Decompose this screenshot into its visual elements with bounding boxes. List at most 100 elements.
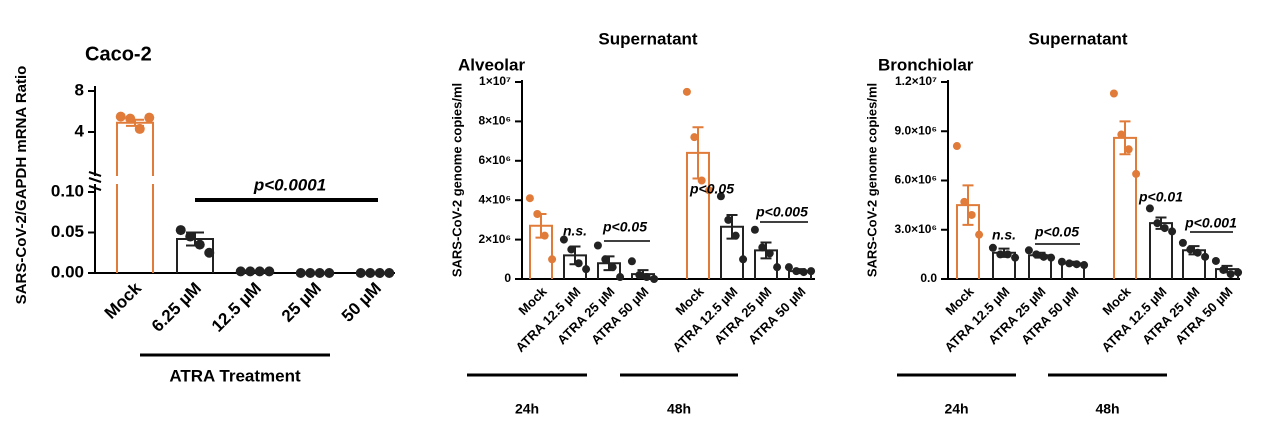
data-point (739, 255, 748, 264)
data-point (574, 259, 583, 268)
data-point (601, 255, 610, 264)
data-point (975, 230, 984, 239)
data-point (567, 245, 576, 254)
data-point (593, 241, 602, 250)
y-tick-label: 1×10⁷ (479, 74, 511, 88)
y-tick-label: 2×10⁶ (478, 232, 511, 246)
data-point (616, 273, 625, 282)
y-tick-label: 1.2×10⁷ (895, 74, 937, 88)
y-tick-label: 9.0×10⁶ (894, 123, 937, 137)
data-point (635, 271, 644, 280)
data-point (1032, 250, 1041, 259)
x-tick-label: 6.25 µM (148, 279, 205, 336)
x-tick-label: 12.5 µM (208, 279, 265, 336)
error-bar (962, 184, 974, 226)
data-point (608, 263, 617, 272)
annotation: p<0.005 (755, 204, 808, 220)
annotation: n.s. (563, 223, 587, 239)
y-tick-label: 4×10⁶ (478, 192, 511, 206)
data-point (134, 123, 145, 134)
axis-break (88, 171, 102, 177)
annotation: p<0.05 (602, 219, 647, 235)
data-point (682, 87, 691, 96)
group-label: ATRA Treatment (169, 366, 301, 385)
group-label: 48h (667, 401, 691, 417)
bar (116, 121, 154, 273)
chart-subtitle: Alveolar (458, 55, 525, 74)
data-point (582, 265, 591, 274)
bar (1113, 136, 1137, 279)
annotation: p<0.01 (1138, 189, 1183, 205)
data-point (1211, 256, 1220, 265)
y-tick-label: 8 (75, 80, 84, 99)
data-point (1124, 145, 1133, 154)
data-point (750, 225, 759, 234)
data-point (540, 231, 549, 240)
data-point (773, 263, 782, 272)
data-point (1153, 219, 1162, 228)
data-point (204, 247, 215, 258)
data-point (1160, 224, 1169, 233)
data-point (1186, 245, 1195, 254)
data-point (533, 209, 542, 218)
data-point (1168, 227, 1177, 236)
annotation: p<0.001 (1184, 215, 1237, 231)
group-label: 48h (1095, 401, 1119, 417)
chart-title: Supernatant (598, 29, 698, 48)
data-point (988, 243, 997, 252)
data-point (314, 268, 325, 278)
axis-break (88, 185, 102, 191)
data-point (548, 255, 557, 264)
data-point (1024, 246, 1033, 255)
data-point (765, 249, 774, 258)
data-point (1145, 204, 1154, 213)
data-point (175, 225, 186, 236)
y-axis-label: SARS-CoV-2/GAPDH mRNA Ratio (13, 66, 30, 305)
data-point (384, 268, 395, 278)
data-point (1065, 259, 1074, 268)
data-point (724, 215, 733, 224)
data-point (115, 111, 126, 122)
data-point (1201, 252, 1210, 261)
data-point (1117, 130, 1126, 139)
annotation: p<0.05 (1034, 224, 1079, 240)
data-point (295, 268, 306, 278)
y-axis-label: SARS-CoV-2 genome copies/ml (864, 83, 879, 277)
y-tick-label: 4 (75, 121, 85, 140)
data-point (1011, 253, 1020, 262)
y-tick-label: 6.0×10⁶ (894, 173, 937, 187)
data-point (1226, 270, 1235, 279)
data-point (1080, 261, 1089, 270)
data-point (185, 231, 196, 242)
data-point (264, 266, 275, 277)
data-point (758, 243, 767, 252)
data-point (716, 192, 725, 201)
data-point (125, 113, 136, 124)
data-point (627, 257, 636, 266)
y-tick-label: 0.05 (51, 222, 84, 241)
data-point (1132, 169, 1141, 178)
y-axis-label: SARS-CoV-2 genome copies/ml (449, 83, 464, 277)
chart-title: Caco-2 (85, 43, 152, 65)
data-point (1109, 89, 1118, 98)
data-point (1193, 248, 1202, 257)
group-label: 24h (944, 401, 968, 417)
data-point (967, 210, 976, 219)
data-point (784, 263, 793, 272)
annotation: p<0.0001 (253, 175, 326, 194)
chart-title: Supernatant (1028, 29, 1128, 48)
data-point (1234, 268, 1243, 277)
data-point (705, 186, 714, 195)
data-point (254, 266, 265, 277)
data-point (245, 266, 256, 277)
x-tick-label: 25 µM (278, 279, 325, 326)
error-bar (760, 241, 772, 260)
data-point (235, 266, 246, 277)
y-tick-label: 3.0×10⁶ (894, 222, 937, 236)
data-point (1047, 253, 1056, 262)
y-tick-label: 6×10⁶ (478, 153, 511, 167)
group-label: 24h (515, 401, 539, 417)
annotation: n.s. (992, 227, 1016, 243)
data-point (807, 267, 816, 276)
